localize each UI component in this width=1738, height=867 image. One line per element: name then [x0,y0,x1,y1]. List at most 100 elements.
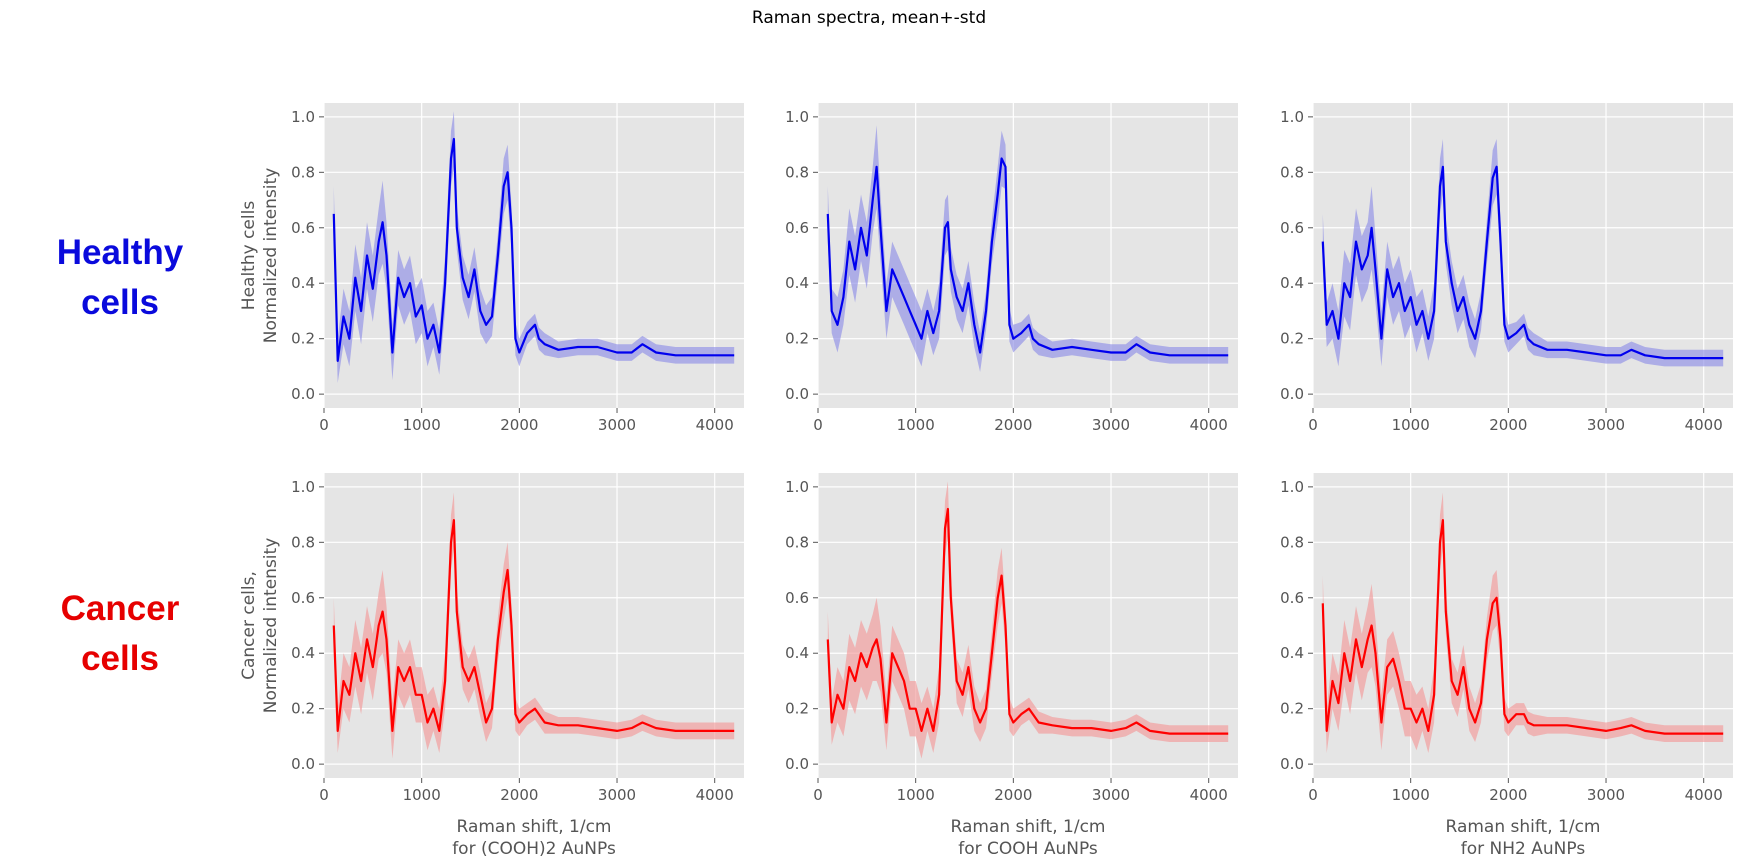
row-label-cancer-line1: Cancer [60,589,180,628]
row-label-healthy-line2: cells [81,283,159,322]
y-tick-label: 0.0 [291,385,315,403]
y-axis-label: Cancer cells, Normalized intensity [239,538,281,714]
y-tick-label: 0.6 [785,589,809,607]
x-tick-label: 1000 [1392,416,1430,434]
x-tick-label: 0 [1308,786,1318,804]
x-tick-label: 1000 [897,416,935,434]
y-tick-label: 1.0 [1280,108,1304,126]
x-tick-label: 4000 [1190,416,1228,434]
x-axis-label: for (COOH)2 AuNPs [452,839,616,859]
x-tick-label: 0 [813,786,823,804]
std-band [1322,492,1724,753]
y-tick-label: 0.4 [291,644,315,662]
panel-healthy-NH2: 0 1000 2000 3000 4000 0.0 0.2 0.4 0.6 0.8 1.0 [1280,103,1733,434]
y-tick-label: 0.8 [1280,163,1304,181]
row-label-cancer: Cancer cells [20,584,220,684]
x-tick-label: 1000 [1392,786,1430,804]
y-tick-label: 0.0 [1280,755,1304,773]
x-tick-label: 2000 [500,786,538,804]
x-axis-label: Raman shift, 1/cm [1446,817,1601,837]
x-tick-label: 3000 [1587,786,1625,804]
y-tick-label: 1.0 [291,108,315,126]
row-label-cancer-line2: cells [81,639,159,678]
mean-line [826,507,1229,735]
y-tick-label: 0.4 [1280,274,1304,292]
x-axis-label: Raman shift, 1/cm [457,817,612,837]
x-tick-label: 3000 [1092,416,1130,434]
x-tick-label: 3000 [598,416,636,434]
x-tick-label: 4000 [1685,786,1723,804]
panel-cancer-COOH: 0 1000 2000 3000 4000 0.0 0.2 0.4 0.6 0.8 1.0 Raman… [785,473,1238,859]
panel-healthy-(COOH)2: 0 1000 2000 3000 4000 0.0 0.2 0.4 0.6 0.8 1.0 Healt… [239,103,744,434]
panel-cancer-(COOH)2: 0 1000 2000 3000 4000 0.0 0.2 0.4 0.6 0.8 1.0 Cance… [239,473,744,859]
x-tick-label: 3000 [1587,416,1625,434]
y-tick-label: 0.2 [785,330,809,348]
y-tick-label: 1.0 [785,108,809,126]
x-tick-label: 4000 [696,416,734,434]
y-tick-label: 0.0 [785,755,809,773]
y-tick-label: 1.0 [291,478,315,496]
y-tick-label: 0.4 [785,274,809,292]
mean-line [332,137,735,362]
x-tick-label: 3000 [1092,786,1130,804]
y-tick-label: 0.2 [1280,330,1304,348]
y-axis-label-line: Healthy cells [239,201,259,311]
y-tick-label: 0.0 [785,385,809,403]
x-tick-label: 0 [1308,416,1318,434]
x-tick-label: 2000 [994,786,1032,804]
y-tick-label: 0.2 [1280,700,1304,718]
x-tick-label: 4000 [696,786,734,804]
y-axis-label-line: Normalized intensity [261,538,281,714]
mean-line [1321,165,1724,360]
x-tick-label: 2000 [994,416,1032,434]
y-tick-label: 0.0 [1280,385,1304,403]
y-tick-label: 1.0 [1280,478,1304,496]
y-tick-label: 0.4 [1280,644,1304,662]
panel-cancer-NH2: 0 1000 2000 3000 4000 0.0 0.2 0.4 0.6 0.8 1.0 Raman… [1280,473,1733,859]
x-tick-label: 1000 [897,786,935,804]
std-band [827,481,1229,759]
x-axis-label: Raman shift, 1/cm [951,817,1106,837]
y-tick-label: 0.6 [291,589,315,607]
y-tick-label: 1.0 [785,478,809,496]
y-tick-label: 0.8 [291,533,315,551]
panel-healthy-COOH: 0 1000 2000 3000 4000 0.0 0.2 0.4 0.6 0.8 1.0 [785,103,1238,434]
x-tick-label: 1000 [403,786,441,804]
y-axis-label-line: Cancer cells, [239,571,259,680]
y-tick-label: 0.8 [785,533,809,551]
y-tick-label: 0.6 [1280,589,1304,607]
y-tick-label: 0.2 [291,330,315,348]
y-tick-label: 0.2 [785,700,809,718]
y-tick-label: 0.8 [785,163,809,181]
y-tick-label: 0.6 [785,219,809,237]
x-tick-label: 4000 [1685,416,1723,434]
y-tick-label: 0.4 [291,274,315,292]
y-tick-label: 0.8 [1280,533,1304,551]
y-tick-label: 0.6 [1280,219,1304,237]
x-tick-label: 3000 [598,786,636,804]
mean-line [1321,518,1724,735]
std-band [1322,139,1724,367]
x-tick-label: 0 [319,786,329,804]
std-band [333,111,735,384]
y-tick-label: 0.4 [785,644,809,662]
x-tick-label: 2000 [1489,416,1527,434]
y-tick-label: 0.0 [291,755,315,773]
y-tick-label: 0.6 [291,219,315,237]
y-axis-label-line: Normalized intensity [261,168,281,344]
y-tick-label: 0.8 [291,163,315,181]
y-tick-label: 0.2 [291,700,315,718]
x-tick-label: 1000 [403,416,441,434]
y-axis-label: Healthy cells Normalized intensity [239,168,281,344]
x-tick-label: 0 [319,416,329,434]
row-label-healthy: Healthy cells [20,228,220,328]
mean-line [332,518,735,733]
mean-line [826,157,1229,357]
x-tick-label: 0 [813,416,823,434]
x-axis-label: for COOH AuNPs [958,839,1098,859]
row-label-healthy-line1: Healthy [56,233,184,272]
figure-title: Raman spectra, mean+-std [751,8,987,28]
x-axis-label: for NH2 AuNPs [1461,839,1586,859]
